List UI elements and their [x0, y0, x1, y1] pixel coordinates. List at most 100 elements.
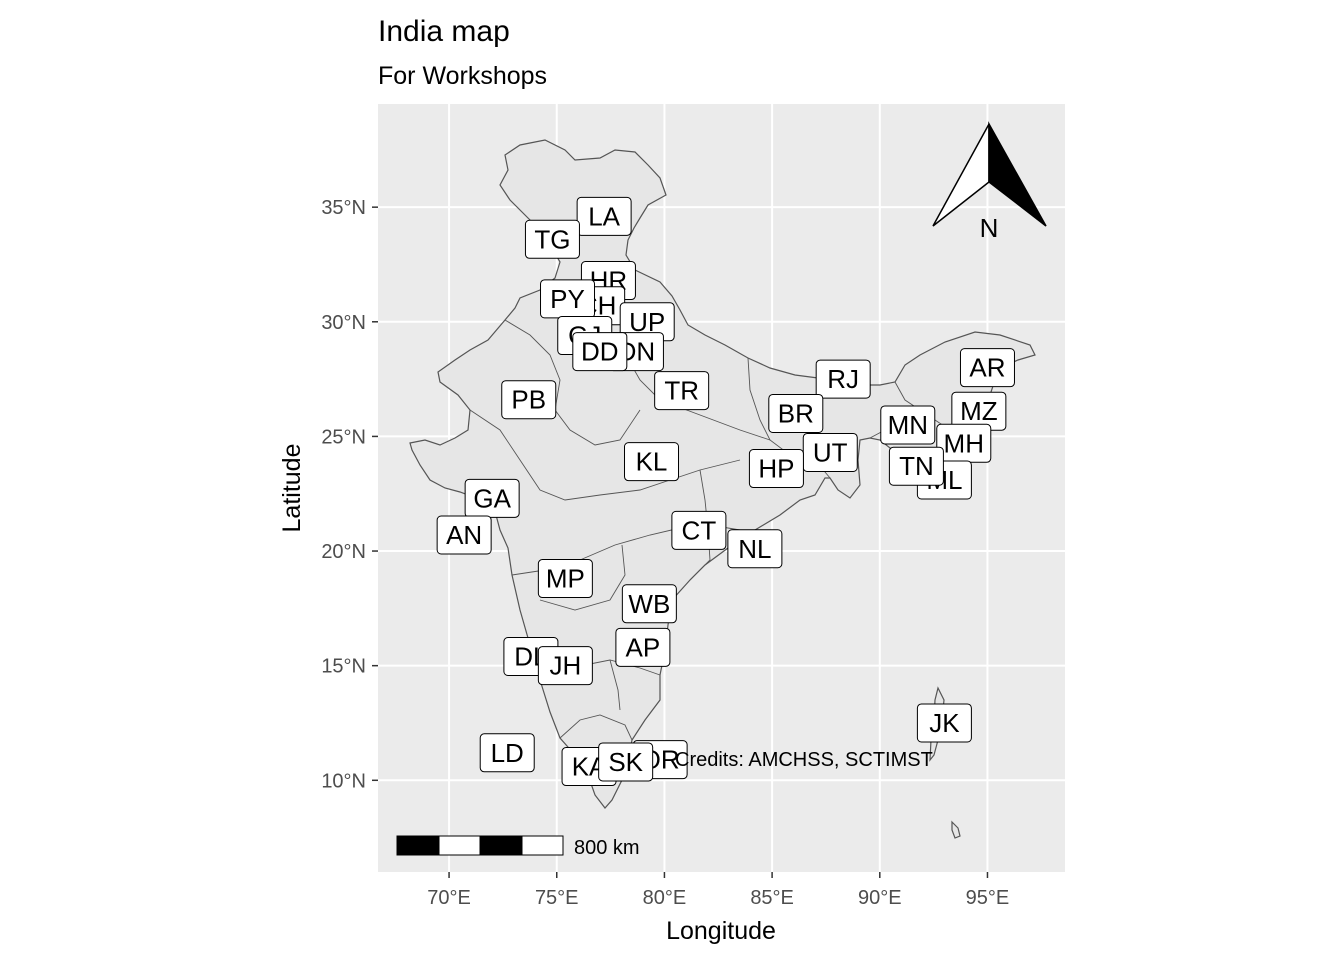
state-label-text: PB [511, 385, 546, 415]
state-label-box [621, 584, 677, 624]
state-label-box [464, 478, 520, 518]
x-tick-label-95: 95°E [966, 887, 1010, 909]
state-label-dd: DD [572, 332, 628, 372]
state-label-text: LD [491, 738, 524, 768]
state-labels: LATGHRCHPYUPGJDNDDTRPBRJARBRMZMNMHUTKLHP… [436, 196, 1015, 787]
state-label-box [436, 515, 492, 555]
y-tick-label-25: 25°N [321, 426, 366, 448]
nicobar-islands [951, 820, 961, 839]
state-label-ld: LD [479, 733, 535, 773]
state-border-4 [469, 409, 741, 501]
north-arrow-right-half [988, 121, 1047, 227]
state-label-mp: MP [537, 559, 593, 599]
y-tick-label-35: 35°N [321, 197, 366, 219]
state-label-box [537, 559, 593, 599]
state-label-hp: HP [748, 449, 804, 489]
state-label-box [479, 733, 535, 773]
map-title: India map [378, 15, 510, 48]
state-label-text: MZ [960, 396, 998, 426]
state-label-box [576, 196, 632, 236]
state-label-text: KL [636, 447, 668, 477]
state-label-box [501, 380, 557, 420]
state-label-nl: NL [727, 529, 783, 569]
state-border-8 [539, 544, 626, 611]
state-label-box [624, 442, 680, 482]
y-axis-ticks: 10°N 15°N 20°N 25°N 30°N 35°N [321, 197, 378, 792]
state-label-tr: TR [654, 371, 710, 411]
state-label-text: JH [549, 651, 581, 681]
state-label-mz: MZ [951, 391, 1007, 431]
state-label-box [916, 703, 972, 743]
scale-bar-segment-4 [521, 835, 564, 856]
state-label-mn: MN [880, 405, 936, 445]
state-label-text: TN [899, 451, 934, 481]
state-label-text: MN [888, 410, 928, 440]
state-label-text: SK [608, 747, 643, 777]
state-label-up: UP [619, 302, 675, 342]
map-caption: Credits: AMCHSS, SCTIMST [675, 749, 933, 771]
scale-bar-segment-3 [479, 835, 523, 856]
scale-bar-label: 800 km [574, 837, 640, 859]
state-label-ga: GA [464, 478, 520, 518]
state-label-text: PY [550, 284, 585, 314]
x-tick-label-85: 85°E [750, 887, 794, 909]
state-label-text: UP [629, 307, 665, 337]
state-label-text: MH [944, 428, 984, 458]
state-label-box [524, 219, 580, 259]
scale-bar-segment-2 [438, 835, 481, 856]
state-label-box [880, 405, 936, 445]
state-label-box [671, 510, 727, 550]
state-label-text: TG [534, 224, 570, 254]
state-label-mh: MH [936, 423, 992, 463]
state-label-wb: WB [621, 584, 677, 624]
state-label-py: PY [540, 279, 596, 319]
state-label-ar: AR [959, 348, 1015, 388]
x-tick-label-80: 80°E [643, 887, 687, 909]
state-label-text: BR [778, 398, 814, 428]
state-label-text: JK [929, 708, 960, 738]
state-label-box [748, 449, 804, 489]
state-label-text: GA [473, 483, 511, 513]
state-label-jk: JK [916, 703, 972, 743]
state-label-text: AP [626, 632, 661, 662]
state-label-box [727, 529, 783, 569]
state-label-box [572, 332, 628, 372]
state-label-box [537, 646, 593, 686]
state-border-11 [609, 659, 621, 711]
x-axis-ticks: 70°E 75°E 80°E 85°E 90°E 95°E [427, 872, 1009, 909]
state-label-text: UT [813, 437, 848, 467]
state-label-ct: CT [671, 510, 727, 550]
state-label-text: AR [969, 353, 1005, 383]
state-label-box [959, 348, 1015, 388]
state-label-text: DD [581, 337, 619, 367]
y-tick-label-20: 20°N [321, 541, 366, 563]
state-label-text: HP [758, 454, 794, 484]
y-tick-label-15: 15°N [321, 656, 366, 678]
state-label-box [815, 359, 871, 399]
state-label-pb: PB [501, 380, 557, 420]
state-label-ap: AP [615, 627, 671, 667]
state-label-rj: RJ [815, 359, 871, 399]
state-label-box [654, 371, 710, 411]
state-label-text: RJ [827, 364, 859, 394]
state-label-sk: SK [598, 742, 654, 782]
state-label-kl: KL [624, 442, 680, 482]
state-label-la: LA [576, 196, 632, 236]
x-tick-label-90: 90°E [858, 887, 902, 909]
y-tick-label-30: 30°N [321, 312, 366, 334]
state-label-box [768, 393, 824, 433]
state-label-text: CT [682, 515, 717, 545]
state-label-box [598, 742, 654, 782]
state-label-jh: JH [537, 646, 593, 686]
scale-bar: 800 km [396, 835, 640, 859]
state-label-text: TR [664, 376, 699, 406]
state-label-ut: UT [802, 432, 858, 472]
x-axis-title: Longitude [666, 917, 776, 945]
north-arrow: N [932, 121, 1047, 243]
state-label-tn: TN [888, 446, 944, 486]
state-label-box [615, 627, 671, 667]
y-axis-title: Latitude [278, 444, 306, 533]
state-label-text: LA [588, 201, 620, 231]
state-label-an: AN [436, 515, 492, 555]
